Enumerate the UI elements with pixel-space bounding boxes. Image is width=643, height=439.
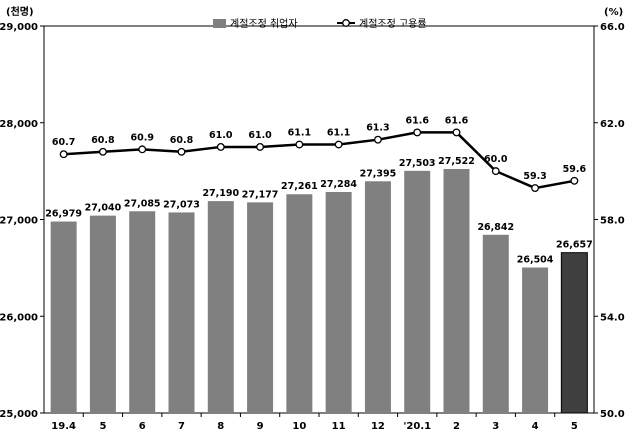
bar-data-label: 27,261 xyxy=(281,181,318,192)
bar-data-label: 27,395 xyxy=(360,168,397,179)
bar-data-label: 26,504 xyxy=(517,254,554,265)
x-axis-ticks: 19.4 5 6 7 8 9 10 11 12 '20.1 2 3 4 5 xyxy=(51,413,578,432)
line-data-label: 61.1 xyxy=(327,128,350,139)
bar-data-label: 26,657 xyxy=(556,240,593,251)
line-series xyxy=(59,128,579,193)
line-point xyxy=(491,167,500,176)
bar-data-label: 26,842 xyxy=(477,222,514,233)
bar-data-label: 27,177 xyxy=(242,189,279,200)
bar xyxy=(168,212,195,413)
bar-data-label: 27,190 xyxy=(202,188,239,199)
line-data-labels: 60.7 60.8 60.9 60.8 61.0 61.0 61.1 61.1 61.3 61.6… xyxy=(52,115,587,182)
x-tick-label: 4 xyxy=(532,421,539,432)
right-tick-label: 58.0 xyxy=(600,216,625,227)
x-tick-label: 12 xyxy=(371,421,385,432)
line-data-label: 61.0 xyxy=(209,130,233,141)
bar-series xyxy=(50,168,588,414)
x-tick-label: 10 xyxy=(292,421,306,432)
left-tick-label: 29,000 xyxy=(0,22,38,33)
bar-data-label: 27,040 xyxy=(85,203,122,214)
line-point xyxy=(570,176,579,185)
x-tick-label: 9 xyxy=(257,421,264,432)
bar xyxy=(522,267,549,413)
line-point xyxy=(177,147,186,156)
bar xyxy=(364,181,391,413)
bar-data-label: 27,073 xyxy=(163,199,200,210)
legend-bar-swatch xyxy=(213,19,226,28)
line-data-label: 60.8 xyxy=(170,135,194,146)
legend-line-label: 계절조정 고용률 xyxy=(359,17,427,30)
x-tick-label: 3 xyxy=(492,421,499,432)
line-data-label: 61.1 xyxy=(288,128,311,139)
line-data-label: 60.7 xyxy=(52,137,75,148)
line-point xyxy=(138,145,147,154)
line-point xyxy=(59,150,68,159)
left-tick-label: 25,000 xyxy=(0,409,38,420)
line-path xyxy=(63,131,575,190)
bar-data-label: 27,522 xyxy=(438,156,475,167)
x-tick-label: 5 xyxy=(99,421,106,432)
bar-data-label: 27,503 xyxy=(399,158,436,169)
x-tick-label: 2 xyxy=(453,421,460,432)
x-tick-label: 6 xyxy=(139,421,146,432)
bar xyxy=(325,192,352,413)
line-point xyxy=(452,128,461,137)
line-point xyxy=(295,140,304,149)
bar-data-label: 26,979 xyxy=(45,209,82,220)
line-data-label: 60.0 xyxy=(484,154,508,165)
line-data-label: 61.6 xyxy=(405,115,429,126)
legend: 계절조정 취업자 계절조정 고용률 xyxy=(213,17,427,30)
line-point xyxy=(98,147,107,156)
x-tick-label: 5 xyxy=(571,421,578,432)
x-tick-label: 8 xyxy=(217,421,224,432)
bar xyxy=(482,234,509,413)
line-data-label: 61.6 xyxy=(445,115,469,126)
bar xyxy=(129,211,156,413)
plot-area-frame xyxy=(43,25,595,414)
right-axis-unit-label: (%) xyxy=(604,7,623,18)
line-point xyxy=(256,142,265,151)
line-point xyxy=(413,128,422,137)
x-tick-label: 11 xyxy=(332,421,346,432)
right-tick-label: 62.0 xyxy=(600,119,625,130)
bar xyxy=(50,221,77,413)
x-tick-label: '20.1 xyxy=(403,421,431,432)
bar xyxy=(207,201,234,413)
bar xyxy=(247,202,274,413)
line-point xyxy=(373,135,382,144)
bar-data-label: 27,284 xyxy=(320,179,357,190)
line-data-label: 59.3 xyxy=(523,171,546,182)
bar xyxy=(443,168,470,413)
x-tick-label: 19.4 xyxy=(51,421,76,432)
right-tick-label: 50.0 xyxy=(600,409,625,420)
left-tick-label: 26,000 xyxy=(0,312,38,323)
legend-bar-label: 계절조정 취업자 xyxy=(230,17,298,30)
x-tick-label: 7 xyxy=(178,421,185,432)
right-tick-label: 54.0 xyxy=(600,312,625,323)
left-axis-unit-label: (천명) xyxy=(6,5,34,18)
bar-data-label: 27,085 xyxy=(124,198,161,209)
line-data-label: 59.6 xyxy=(563,164,587,175)
line-data-label: 60.9 xyxy=(130,132,153,143)
line-data-label: 61.0 xyxy=(248,130,272,141)
left-tick-label: 28,000 xyxy=(0,119,38,130)
bar xyxy=(404,170,431,413)
line-point xyxy=(531,184,540,193)
right-tick-label: 66.0 xyxy=(600,22,625,33)
left-tick-label: 27,000 xyxy=(0,216,38,227)
left-axis-ticks: 25,000 26,000 27,000 28,000 29,000 xyxy=(0,22,44,420)
line-data-label: 60.8 xyxy=(91,135,115,146)
bar xyxy=(286,194,313,413)
bar xyxy=(560,252,588,414)
legend-line-marker xyxy=(342,19,350,27)
line-point xyxy=(216,142,225,151)
right-axis-ticks: 50.0 54.0 58.0 62.0 66.0 xyxy=(594,22,625,420)
line-point xyxy=(334,140,343,149)
bar xyxy=(89,215,116,413)
line-data-label: 61.3 xyxy=(366,123,389,134)
